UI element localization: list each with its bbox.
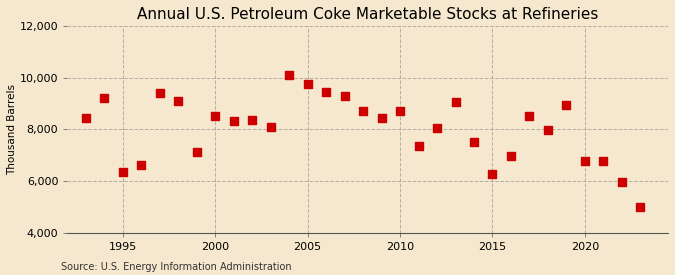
Title: Annual U.S. Petroleum Coke Marketable Stocks at Refineries: Annual U.S. Petroleum Coke Marketable St… [137,7,599,22]
Point [543,128,554,133]
Point [265,124,276,129]
Point [340,94,350,98]
Point [247,118,258,122]
Point [117,170,128,174]
Point [210,114,221,119]
Point [191,150,202,155]
Point [487,172,498,177]
Point [616,180,627,184]
Point [80,116,91,120]
Point [561,103,572,107]
Point [395,109,406,113]
Point [506,154,516,158]
Point [579,159,590,164]
Point [155,91,165,95]
Point [358,109,369,113]
Point [635,205,646,209]
Point [431,126,442,130]
Point [99,96,110,100]
Point [228,119,239,124]
Y-axis label: Thousand Barrels: Thousand Barrels [7,84,17,175]
Point [302,82,313,86]
Point [524,114,535,119]
Text: Source: U.S. Energy Information Administration: Source: U.S. Energy Information Administ… [61,262,292,272]
Point [468,140,479,144]
Point [598,159,609,164]
Point [321,90,331,94]
Point [136,163,146,167]
Point [413,144,424,148]
Point [173,99,184,103]
Point [450,100,461,104]
Point [284,73,294,77]
Point [376,116,387,120]
